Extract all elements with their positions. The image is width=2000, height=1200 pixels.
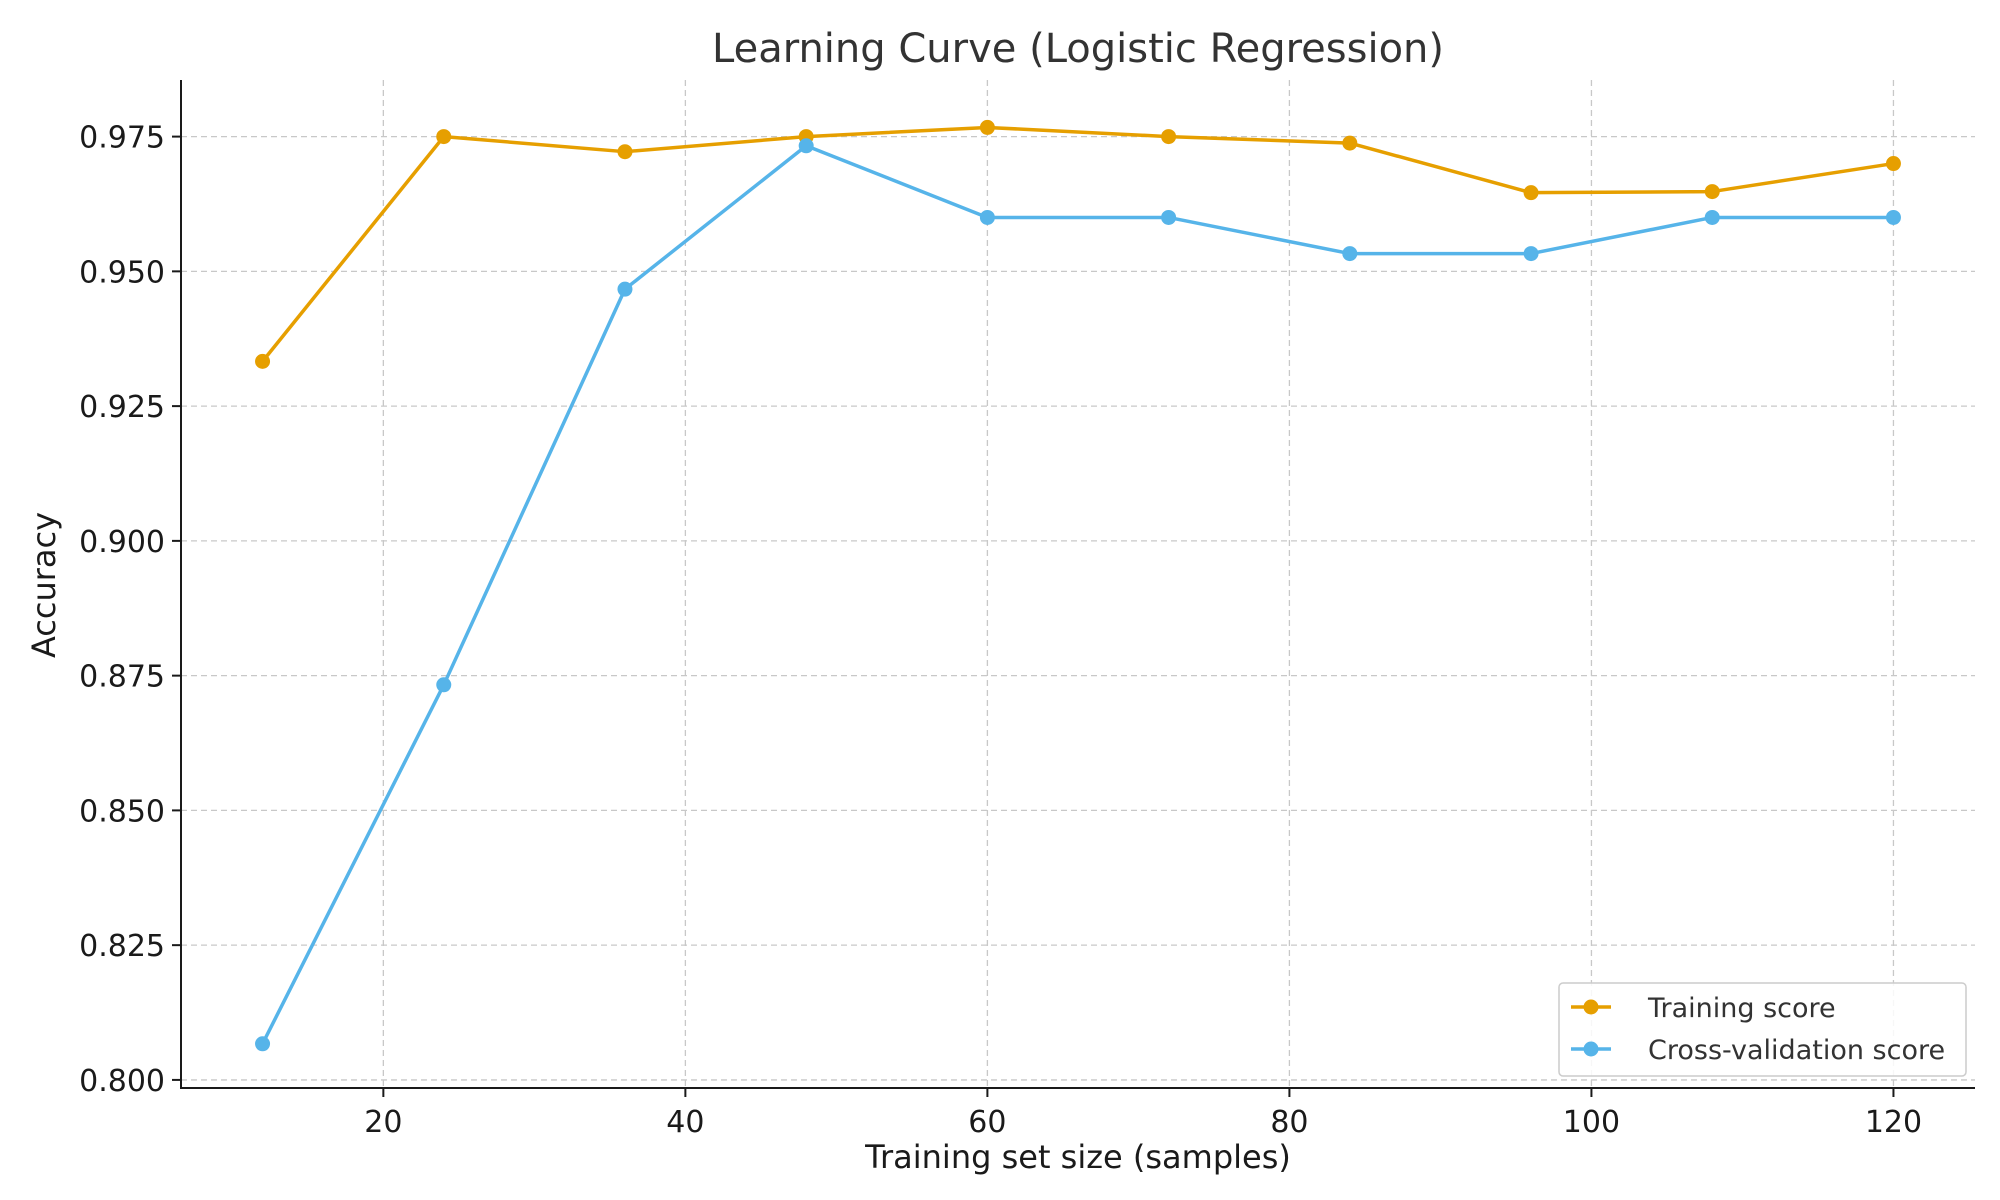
y-tick-label: 0.925 [79,390,165,425]
y-axis-label: Accuracy [25,512,63,658]
x-tick-label: 40 [666,1105,704,1140]
training-score-point [1704,184,1720,200]
legend-label-training-score: Training score [1647,993,1836,1024]
y-tick-label: 0.800 [79,1064,165,1099]
cross-validation-score-line [260,144,1894,1045]
training-score-point [979,119,995,135]
y-tick-label: 0.900 [79,525,165,560]
training-score-point [255,353,271,369]
axes-layer: 20 40 60 80 100 120 0.800 0.825 0.850 0.875 0.900 0… [79,80,1975,1140]
x-tick-label: 60 [968,1105,1006,1140]
cross-validation-score-point [617,281,633,297]
x-tick-label: 80 [1270,1105,1308,1140]
cross-validation-score-point [979,209,995,225]
cross-validation-score-point [436,677,452,693]
series-layer [255,119,1901,1052]
cross-validation-score-point [1885,209,1901,225]
cross-validation-score-point [1161,209,1177,225]
x-tick-label: 120 [1865,1105,1922,1140]
cross-validation-score-point [1704,209,1720,225]
training-score-point [436,129,452,145]
y-tick-label: 0.850 [79,794,165,829]
training-score-point [1523,185,1539,201]
cross-validation-score-point [798,138,814,154]
chart-title: Learning Curve (Logistic Regression) [712,26,1444,72]
training-score-point [617,144,633,160]
cross-validation-score-point [1342,246,1358,262]
y-tick-label: 0.825 [79,929,165,964]
training-score-series [255,119,1901,369]
training-score-point [1342,135,1358,151]
training-score-line [261,125,1894,363]
y-tick-label: 0.875 [79,660,165,695]
cross-validation-score-series [255,138,1901,1052]
legend-swatch-marker [1583,1041,1599,1057]
legend-swatch-marker [1583,999,1599,1015]
training-score-point [1161,129,1177,145]
x-tick-label: 100 [1563,1105,1620,1140]
y-tick-label: 0.975 [79,121,165,156]
legend: Training score Cross-validation score [1558,982,1967,1077]
cross-validation-score-point [1523,246,1539,262]
x-axis-label: Training set size (samples) [864,1138,1291,1176]
y-tick-label: 0.950 [79,255,165,290]
x-tick-label: 20 [364,1105,402,1140]
grid-layer [181,80,1975,1088]
legend-box [1558,982,1967,1077]
cross-validation-score-point [255,1036,271,1052]
training-score-point [1885,156,1901,172]
legend-label-cross-validation-score: Cross-validation score [1648,1035,1945,1066]
